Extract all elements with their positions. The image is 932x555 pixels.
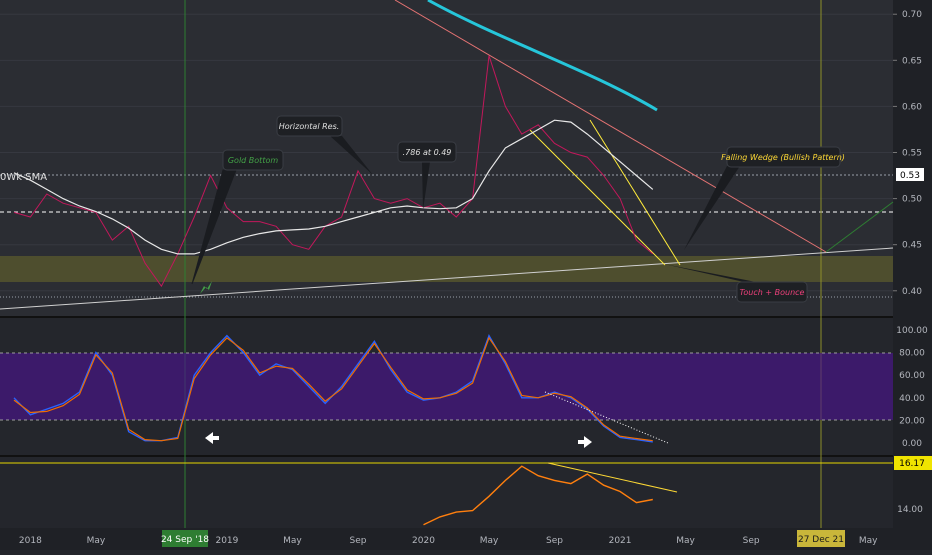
price-tick-label: 0.55 <box>902 149 922 159</box>
annotation-gold-bottom: Gold Bottom <box>191 149 284 285</box>
sma-label: 0Wk SMA <box>0 172 47 183</box>
stoch-tick-label: 60.00 <box>899 371 925 381</box>
lower-current-value: 16.17 <box>899 459 925 469</box>
lower-value-badge <box>894 456 932 470</box>
callout-box <box>736 281 808 303</box>
time-tick-label: May <box>676 536 695 546</box>
price-tick-label: 0.50 <box>902 195 922 205</box>
callout-box <box>397 141 457 163</box>
annotation-falling-wedge: Falling Wedge (Bullish Pattern) <box>684 146 845 250</box>
falling-wedge-label: Falling Wedge (Bullish Pattern) <box>721 153 845 162</box>
annotation-fib: .786 at 0.49 <box>397 141 457 210</box>
price-tick-label: 0.70 <box>902 10 922 20</box>
time-axis[interactable]: 2018 May 2019 May Sep 2020 May Sep 2021 May Sep May <box>19 536 878 546</box>
stoch-tick-label: 100.00 <box>896 326 928 336</box>
time-tick-label: 2020 <box>412 536 435 546</box>
stoch-tick-label: 80.00 <box>899 349 925 359</box>
lower-indicator-line <box>423 465 653 526</box>
price-tick-label: 0.60 <box>902 102 922 112</box>
price-series <box>13 55 654 288</box>
price-scale[interactable]: 0.70 0.65 0.60 0.55 0.50 0.45 0.40 <box>893 10 922 297</box>
time-tick-label: Sep <box>546 536 563 546</box>
stoch-series <box>13 333 653 443</box>
support-trendline <box>0 247 894 310</box>
time-tick-label: 2021 <box>609 536 632 546</box>
resistance-trendline <box>394 0 827 253</box>
stoch-band <box>0 353 893 420</box>
date-highlight-right-label: 27 Dec 21 <box>798 535 844 545</box>
annotation-touch-bounce: Touch + Bounce <box>664 264 808 303</box>
time-axis-bg[interactable] <box>0 528 932 550</box>
time-tick-label: Sep <box>349 536 366 546</box>
gold-bottom-label: Gold Bottom <box>228 156 278 165</box>
sma-cyan-line <box>427 0 658 112</box>
callout-pointer <box>684 166 740 250</box>
arrow-right-icon <box>578 436 592 448</box>
breakout-projection <box>825 201 894 253</box>
lower-tick-label: 14.00 <box>897 505 923 515</box>
rocket-icon <box>200 281 212 294</box>
stoch-tick-label: 20.00 <box>899 416 925 426</box>
stoch-d-line <box>13 336 653 442</box>
time-tick-label: Sep <box>743 536 760 546</box>
stoch-scale[interactable]: 100.00 80.00 60.00 40.00 20.00 0.00 <box>896 326 928 449</box>
callout-pointer <box>422 162 430 210</box>
price-tick-label: 0.40 <box>902 287 922 297</box>
arrow-left-icon <box>205 432 219 444</box>
lower-series <box>423 465 653 526</box>
time-tick-label: May <box>859 536 878 546</box>
time-tick-label: May <box>283 536 302 546</box>
stoch-trendline <box>544 391 669 444</box>
callout-box <box>222 149 284 171</box>
time-tick-label: May <box>480 536 499 546</box>
price-tick-label: 0.65 <box>902 56 922 66</box>
wedge-upper-line <box>529 129 666 266</box>
stoch-tick-label: 0.00 <box>902 439 922 449</box>
callout-box <box>726 146 841 168</box>
touch-bounce-label: Touch + Bounce <box>740 288 805 297</box>
sma-white-line <box>13 119 654 255</box>
callout-pointer <box>664 264 756 282</box>
date-highlight-left <box>162 530 208 547</box>
price-line <box>13 55 654 288</box>
fib-786-label: .786 at 0.49 <box>403 148 452 157</box>
current-price-value: 0.53 <box>900 171 920 181</box>
lower-trendline <box>547 462 678 493</box>
time-tick-label: 2019 <box>215 536 238 546</box>
annotation-horizontal-res: Horizontal Res. <box>276 115 373 175</box>
lower-panel-bg <box>0 458 893 528</box>
horizontal-res-label: Horizontal Res. <box>279 122 340 131</box>
callout-pointer <box>330 136 373 175</box>
time-tick-label: 2018 <box>19 536 42 546</box>
stoch-tick-label: 40.00 <box>899 394 925 404</box>
date-highlight-left-label: 24 Sep '18 <box>161 535 209 545</box>
wedge-lower-line <box>589 119 681 266</box>
time-tick-label: May <box>87 536 106 546</box>
date-highlight-right <box>797 530 845 547</box>
callout-box <box>276 115 343 137</box>
price-tick-label: 0.45 <box>902 241 922 251</box>
current-price-badge <box>896 168 924 181</box>
